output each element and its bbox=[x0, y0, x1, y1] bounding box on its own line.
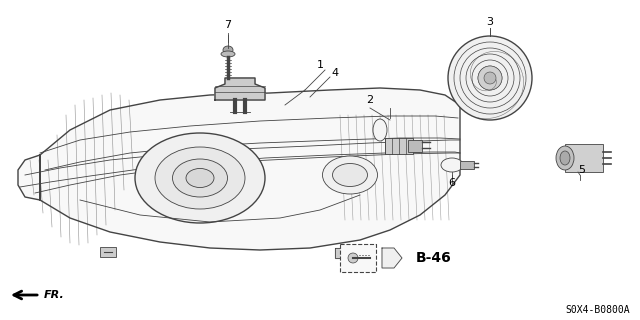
Ellipse shape bbox=[155, 147, 245, 209]
Polygon shape bbox=[215, 78, 265, 100]
Polygon shape bbox=[382, 248, 402, 268]
Ellipse shape bbox=[441, 158, 463, 172]
Bar bbox=[460, 161, 474, 169]
Bar bbox=[385, 138, 413, 154]
Polygon shape bbox=[18, 88, 460, 250]
Ellipse shape bbox=[323, 156, 378, 194]
Text: 1: 1 bbox=[317, 60, 323, 70]
Bar bbox=[340, 244, 376, 272]
Ellipse shape bbox=[173, 159, 227, 197]
Ellipse shape bbox=[135, 133, 265, 223]
Circle shape bbox=[348, 253, 358, 263]
Ellipse shape bbox=[186, 169, 214, 188]
Circle shape bbox=[448, 36, 532, 120]
Ellipse shape bbox=[560, 151, 570, 165]
Bar bbox=[565, 144, 603, 172]
Text: 3: 3 bbox=[486, 17, 493, 27]
Text: 6: 6 bbox=[449, 178, 456, 188]
Ellipse shape bbox=[333, 164, 367, 187]
Ellipse shape bbox=[221, 51, 235, 57]
Polygon shape bbox=[335, 248, 365, 265]
Ellipse shape bbox=[556, 146, 574, 170]
Circle shape bbox=[484, 72, 496, 84]
Text: 5: 5 bbox=[579, 165, 586, 175]
Text: 4: 4 bbox=[332, 68, 339, 78]
Circle shape bbox=[478, 66, 502, 90]
Ellipse shape bbox=[223, 46, 233, 54]
Text: 2: 2 bbox=[367, 95, 374, 105]
Bar bbox=[408, 140, 422, 152]
Text: B-46: B-46 bbox=[416, 251, 452, 265]
Bar bbox=[100, 247, 116, 257]
Ellipse shape bbox=[373, 119, 387, 141]
Text: S0X4-B0800A: S0X4-B0800A bbox=[565, 305, 630, 315]
Text: FR.: FR. bbox=[44, 290, 65, 300]
Text: 7: 7 bbox=[225, 20, 232, 30]
